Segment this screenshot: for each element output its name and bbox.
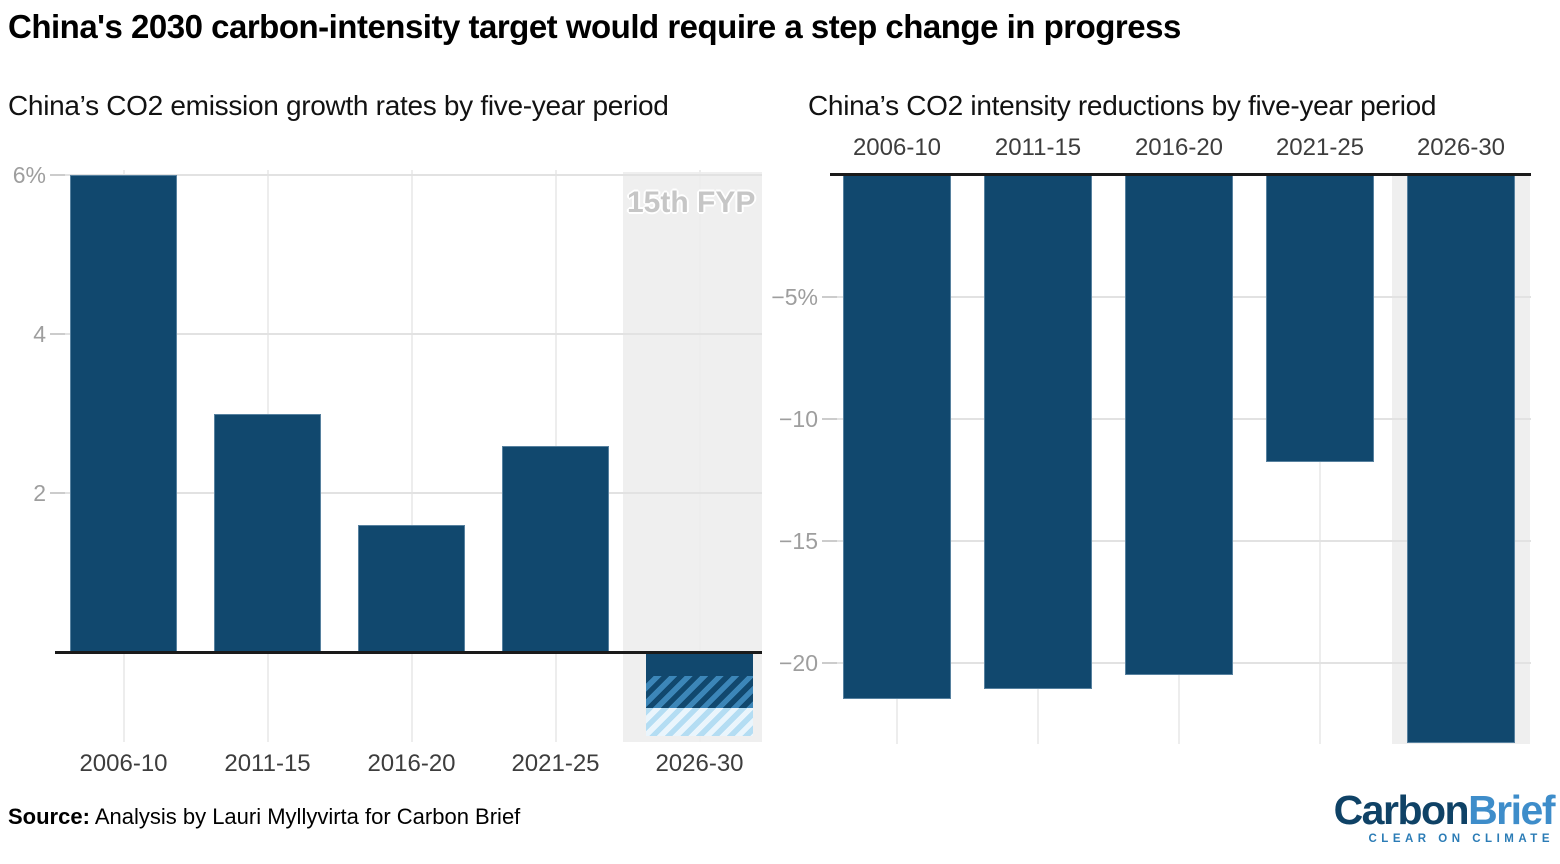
source-line: Source: Analysis by Lauri Myllyvirta for… bbox=[8, 804, 520, 830]
projection-bar-solid-2026-30 bbox=[646, 652, 753, 677]
category-label-2021-25: 2021-25 bbox=[1275, 134, 1365, 161]
y-axis-tick-label: 2 bbox=[33, 480, 46, 507]
category-label-2016-20: 2016-20 bbox=[367, 750, 456, 777]
category-label-2026-30: 2026-30 bbox=[1416, 134, 1506, 161]
page-title: China's 2030 carbon-intensity target wou… bbox=[8, 8, 1181, 45]
source-label: Source: bbox=[8, 804, 90, 829]
source-text: Analysis by Lauri Myllyvirta for Carbon … bbox=[89, 804, 521, 829]
axis-tick bbox=[822, 661, 837, 664]
right-chart-title: China’s CO2 intensity reductions by five… bbox=[808, 90, 1437, 121]
bar-2006-10 bbox=[843, 174, 951, 700]
horizontal-gridline bbox=[55, 174, 762, 177]
category-label-2021-25: 2021-25 bbox=[511, 750, 600, 777]
bar-2011-15 bbox=[984, 174, 1092, 690]
bar-2006-10 bbox=[70, 175, 177, 653]
projection-bar-dark-hatch-2026-30 bbox=[646, 676, 753, 709]
bar-2021-25 bbox=[1266, 174, 1374, 463]
axis-tick bbox=[822, 539, 837, 542]
axis-tick bbox=[50, 333, 65, 336]
category-label-2006-10: 2006-10 bbox=[79, 750, 168, 777]
zero-axis-line bbox=[830, 173, 1531, 176]
bar-2016-20 bbox=[358, 525, 465, 653]
category-label-2006-10: 2006-10 bbox=[852, 134, 942, 161]
left-chart-title: China’s CO2 emission growth rates by fiv… bbox=[8, 90, 669, 121]
zero-axis-line bbox=[55, 651, 762, 654]
y-axis-tick-label: −15 bbox=[778, 527, 818, 554]
highlight-band-15th-fyp bbox=[623, 172, 762, 742]
y-axis-tick-label: −10 bbox=[778, 405, 818, 432]
bar-2026-30 bbox=[1407, 174, 1515, 744]
category-label-2026-30: 2026-30 bbox=[655, 750, 744, 777]
carbon-brief-logo: CarbonBrief CLEAR ON CLIMATE bbox=[1333, 787, 1556, 845]
logo-brief-text: Brief bbox=[1468, 787, 1555, 833]
y-axis-tick-label: 4 bbox=[33, 321, 46, 348]
axis-tick bbox=[822, 417, 837, 420]
category-label-2016-20: 2016-20 bbox=[1134, 134, 1224, 161]
category-label-2011-15: 2011-15 bbox=[224, 750, 311, 777]
horizontal-gridline bbox=[55, 333, 762, 336]
horizontal-gridline bbox=[55, 492, 762, 495]
vertical-gridline bbox=[410, 170, 413, 742]
logo-carbon-text: Carbon bbox=[1333, 787, 1470, 833]
projection-bar-light-hatch-2026-30 bbox=[646, 708, 753, 737]
vertical-gridline bbox=[698, 170, 701, 742]
logo-wordmark: CarbonBrief bbox=[1333, 787, 1556, 833]
y-axis-tick-label: −20 bbox=[778, 649, 818, 676]
axis-tick bbox=[50, 492, 65, 495]
logo-tagline: CLEAR ON CLIMATE bbox=[1368, 833, 1554, 845]
y-axis-tick-label: −5% bbox=[771, 283, 818, 310]
bar-2016-20 bbox=[1125, 174, 1233, 675]
y-axis-tick-label: 6% bbox=[12, 162, 46, 189]
axis-tick bbox=[50, 174, 65, 177]
category-label-2011-15: 2011-15 bbox=[994, 134, 1082, 161]
axis-tick bbox=[822, 295, 837, 298]
annotation-15th-fyp: 15th FYP bbox=[627, 186, 756, 219]
bar-2021-25 bbox=[502, 445, 609, 653]
bar-2011-15 bbox=[214, 413, 321, 653]
